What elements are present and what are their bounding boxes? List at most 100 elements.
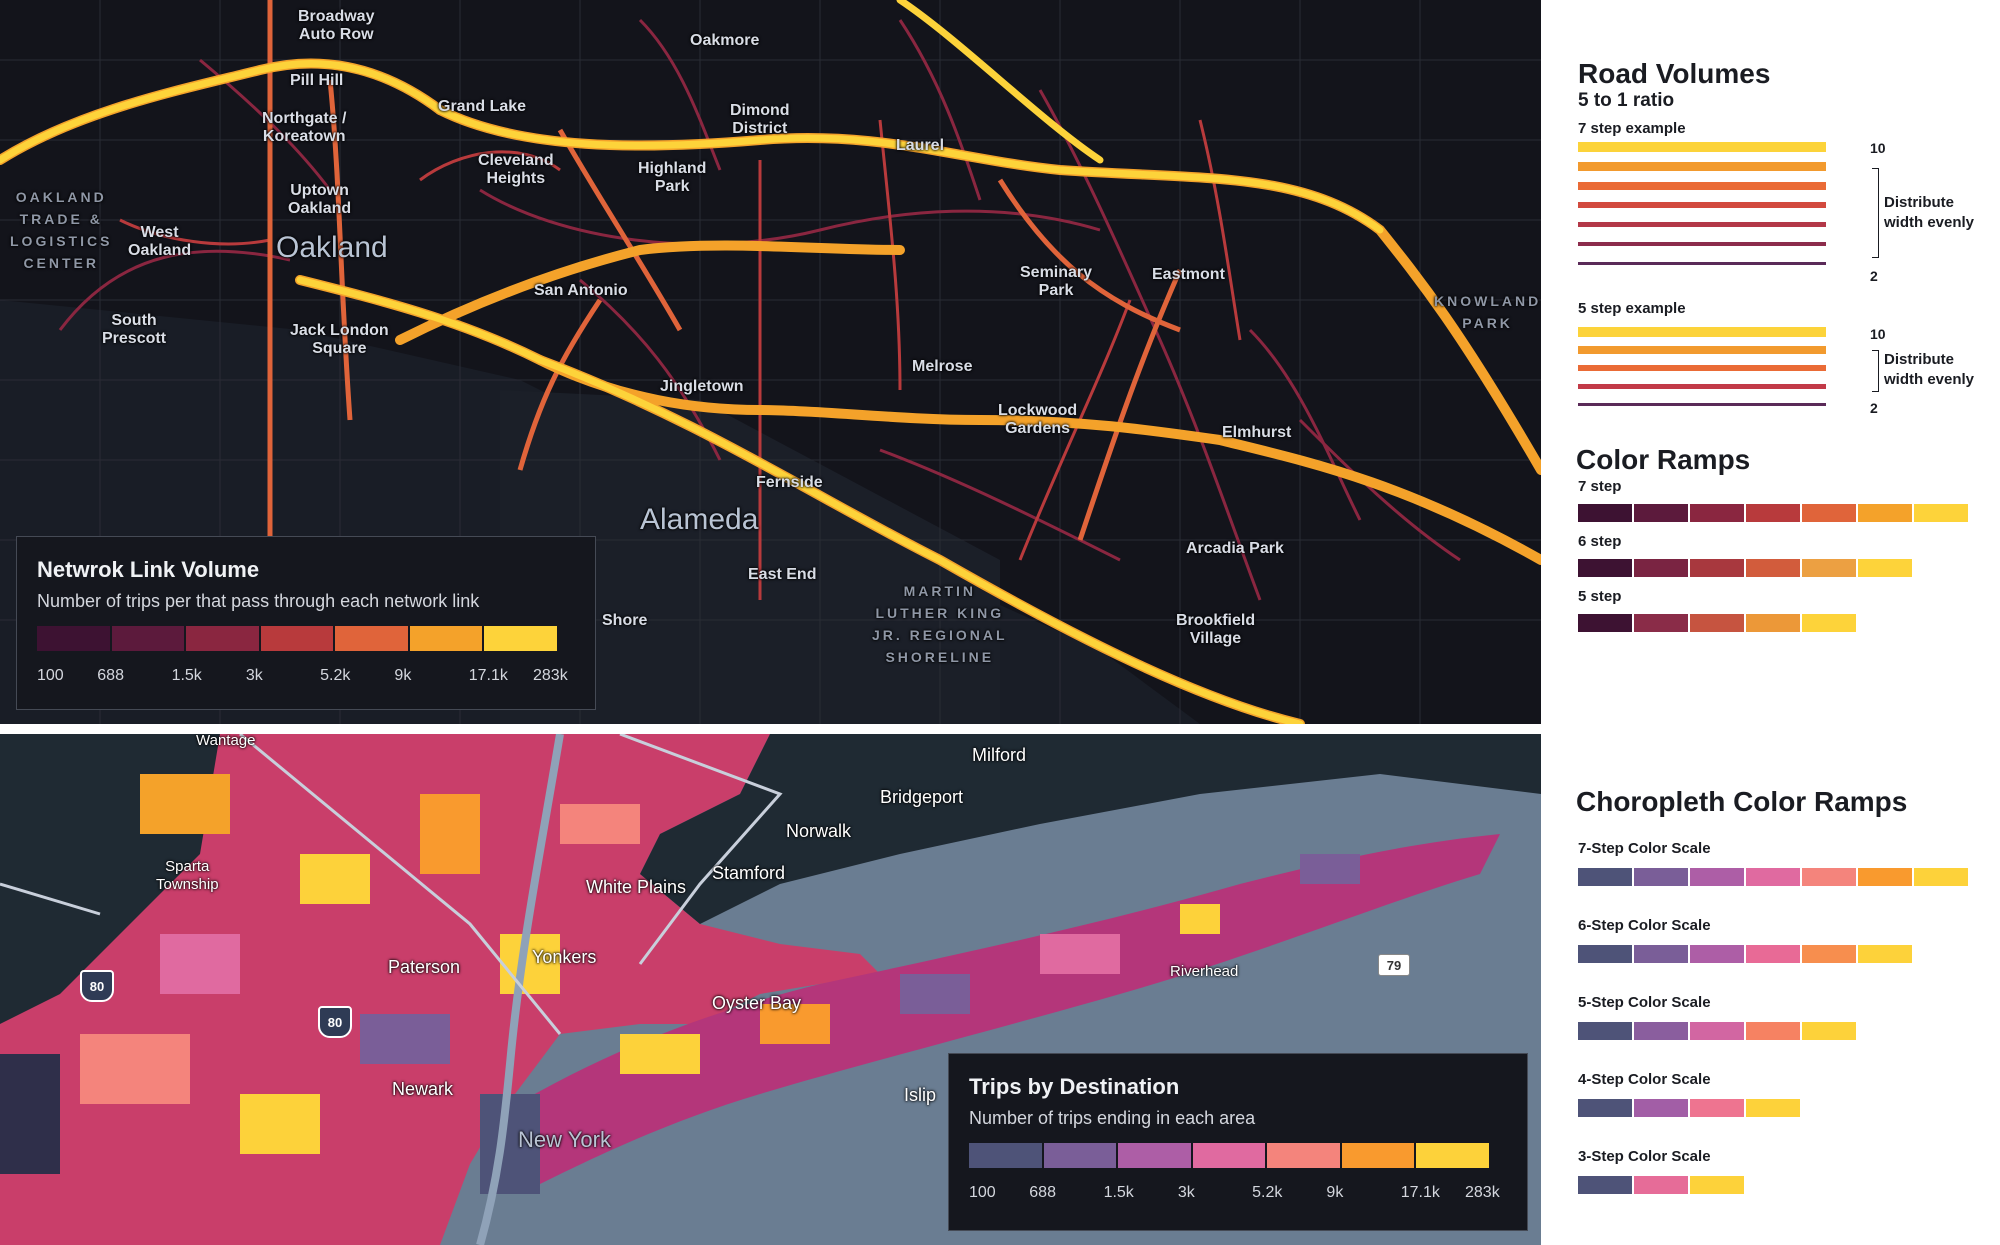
choropleth-ramp-ramp-4-swatch-4	[1746, 1099, 1800, 1117]
five-step-min-label: 2	[1870, 400, 1878, 416]
seven-step-line-7	[1578, 262, 1826, 265]
choropleth-ramp-ramp-5	[1578, 1176, 1744, 1194]
label-oakland: Oakland	[276, 231, 388, 264]
label-elmhurst: Elmhurst	[1222, 424, 1292, 441]
choropleth-ramp-ramp-2	[1578, 945, 1912, 963]
network-volume-map[interactable]: Broadway Auto Row Oakmore Pill Hill Gran…	[0, 0, 1541, 724]
choropleth-ramp-ramp-1-swatch-6	[1858, 868, 1912, 886]
label-oyster-bay: Oyster Bay	[712, 993, 802, 1013]
label-jack-london-square: Jack London Square	[290, 322, 389, 357]
trips-by-destination-map[interactable]: Wantage Milford Bridgeport Norwalk Spart…	[0, 734, 1541, 1245]
major-highways	[0, 0, 1384, 724]
destination-legend-tick-2: 688	[1029, 1184, 1056, 1201]
color-ramp-ramp-3-swatch-4	[1746, 614, 1800, 632]
color-ramp-ramp-1-swatch-2	[1634, 504, 1688, 522]
label-pill-hill: Pill Hill	[290, 72, 344, 89]
destination-legend-tick-4: 3k	[1177, 1184, 1195, 1201]
seven-step-line-6	[1578, 242, 1826, 246]
volume-legend-swatch-2	[111, 626, 185, 651]
choropleth-ramp-label-5: 3-Step Color Scale	[1578, 1148, 1711, 1165]
destination-legend-tick-7: 17.1k	[1400, 1184, 1440, 1201]
label-jingletown: Jingletown	[660, 378, 744, 395]
destination-legend-tick-1: 100	[969, 1184, 996, 1201]
color-ramp-label-1: 7 step	[1578, 478, 1622, 495]
label-uptown-oakland: Uptown Oakland	[288, 182, 352, 217]
label-mlk-regional-shoreline: MARTIN LUTHER KING JR. REGIONAL SHORELIN…	[872, 583, 1008, 665]
label-northgate-koreatown: Northgate / Koreatown	[262, 110, 347, 145]
legend-subtitle: Number of trips per that pass through ea…	[37, 591, 480, 611]
legend-tick-labels: 100 688 1.5k 3k 5.2k 9k 17.1k 283k	[969, 1184, 1509, 1204]
five-step-bracket	[1872, 350, 1879, 392]
choropleth-ramp-ramp-4-swatch-1	[1578, 1099, 1632, 1117]
label-yonkers: Yonkers	[532, 947, 597, 967]
choropleth-ramp-ramp-1-swatch-2	[1634, 868, 1688, 886]
volume-legend-tick-7: 17.1k	[468, 667, 508, 684]
label-south-prescott: South Prescott	[102, 312, 167, 347]
mid-volume-roads	[119, 119, 1242, 600]
color-ramp-ramp-2-swatch-5	[1802, 559, 1856, 577]
trips-by-destination-map-canvas	[0, 734, 1541, 1245]
label-highland-park: Highland Park	[638, 160, 707, 195]
choropleth-ramp-ramp-1	[1578, 868, 1968, 886]
destination-legend-swatch-7	[1416, 1143, 1490, 1168]
label-eastmont: Eastmont	[1152, 266, 1225, 283]
seven-step-example-label: 7 step example	[1578, 120, 1686, 137]
color-ramps-title: Color Ramps	[1576, 444, 1751, 475]
long-island-choropleth	[500, 834, 1500, 1194]
choropleth-ramp-ramp-4-swatch-3	[1690, 1099, 1744, 1117]
label-norwalk: Norwalk	[786, 821, 852, 841]
legend-subtitle: Number of trips ending in each area	[969, 1108, 1256, 1128]
volume-legend-swatch-6	[409, 626, 483, 651]
color-ramp-ramp-2-swatch-1	[1578, 559, 1632, 577]
label-west-oakland: West Oakland	[128, 224, 192, 259]
label-oakmore: Oakmore	[690, 32, 760, 49]
label-bridgeport: Bridgeport	[880, 787, 964, 807]
color-ramp-ramp-1-swatch-3	[1690, 504, 1744, 522]
choropleth-ramp-ramp-2-swatch-5	[1802, 945, 1856, 963]
choropleth-ramp-ramp-5-swatch-1	[1578, 1176, 1632, 1194]
road-volumes-title: Road Volumes	[1578, 58, 1771, 89]
volume-legend-tick-6: 9k	[394, 667, 412, 684]
legend-color-bar	[37, 626, 558, 651]
low-volume-roads	[58, 18, 1461, 601]
label-paterson: Paterson	[388, 957, 461, 977]
label-riverhead: Riverhead	[1170, 963, 1239, 980]
choropleth-ramp-label-1: 7-Step Color Scale	[1578, 840, 1711, 857]
color-ramp-ramp-1-swatch-4	[1746, 504, 1800, 522]
destination-legend-swatch-5	[1267, 1143, 1340, 1168]
label-lockwood-gardens: Lockwood Gardens	[998, 402, 1078, 437]
volume-legend-tick-8: 283k	[533, 667, 568, 684]
five-step-line-1	[1578, 327, 1826, 337]
volume-legend-swatch-5	[335, 626, 408, 651]
destination-legend-swatch-4	[1192, 1143, 1266, 1168]
choropleth-color-ramps-title: Choropleth Color Ramps	[1576, 786, 1908, 817]
label-dimond-district: Dimond District	[730, 102, 790, 137]
choropleth-ramp-ramp-1-swatch-3	[1690, 868, 1744, 886]
legend-title: Trips by Destination	[969, 1074, 1180, 1099]
color-ramp-ramp-3	[1578, 614, 1856, 632]
choropleth-ramp-label-2: 6-Step Color Scale	[1578, 917, 1711, 934]
volume-legend-tick-2: 688	[97, 667, 124, 684]
choropleth-ramp-ramp-3-swatch-2	[1634, 1022, 1688, 1040]
choropleth-ramp-ramp-1-swatch-7	[1914, 868, 1968, 886]
destination-legend-swatch-6	[1341, 1143, 1415, 1168]
seven-step-line-1	[1578, 142, 1826, 152]
volume-legend-tick-5: 5.2k	[320, 667, 351, 684]
route-79-shield: 79	[1378, 954, 1410, 976]
color-ramp-ramp-1-swatch-5	[1802, 504, 1856, 522]
state-boundary-3	[0, 882, 101, 916]
choropleth-ramp-ramp-2-swatch-3	[1690, 945, 1744, 963]
destination-legend-swatch-1	[969, 1143, 1042, 1168]
connecticut-land	[640, 734, 1541, 924]
label-grand-lake: Grand Lake	[438, 98, 527, 115]
seven-step-bracket	[1872, 168, 1879, 258]
color-ramp-ramp-2-swatch-4	[1746, 559, 1800, 577]
label-san-antonio: San Antonio	[534, 282, 628, 299]
label-arcadia-park: Arcadia Park	[1186, 540, 1284, 557]
trips-by-destination-legend: Trips by Destination Number of trips end…	[948, 1053, 1528, 1231]
street-grid	[0, 0, 1541, 724]
interstate-80-shield-2: 80	[318, 1006, 352, 1038]
seven-step-annotation: Distribute width evenly	[1884, 194, 1975, 231]
network-link-volume-legend: Netwrok Link Volume Number of trips per …	[16, 536, 596, 710]
five-step-max-label: 10	[1870, 326, 1886, 342]
